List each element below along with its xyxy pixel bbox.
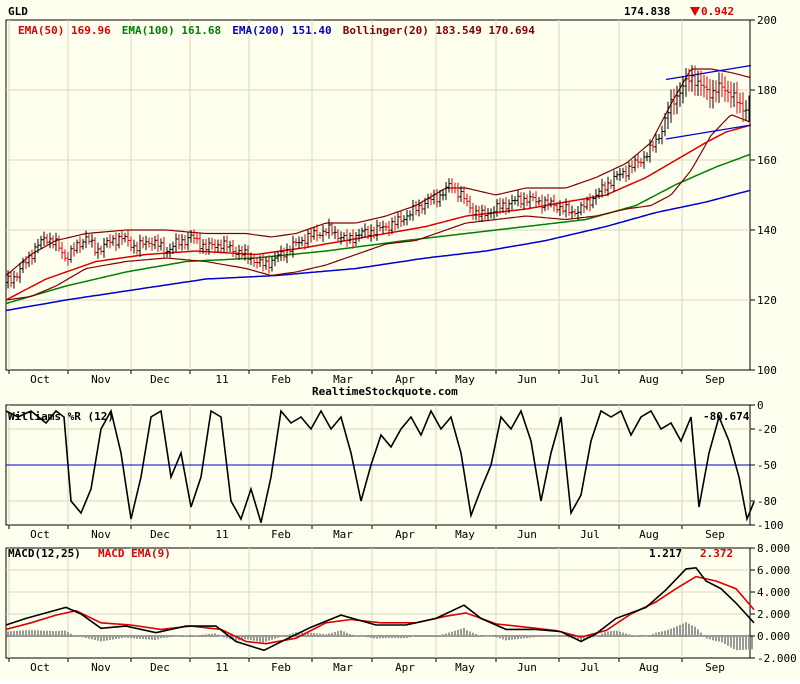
macd-signal-line [5,575,755,645]
williams-line [5,408,755,523]
macd-signal-title: MACD EMA(9) [98,547,171,560]
williams-x-tick-label: Jul [580,528,600,541]
price-y-tick-label: 200 [757,14,777,27]
price-x-tick-label: Dec [150,373,170,386]
macd-y-tick-label: 6.000 [757,564,790,577]
williams-x-tick-label: Sep [705,528,725,541]
macd-x-tick-label: Oct [30,661,50,674]
price-x-tick-label: Nov [91,373,111,386]
price-x-tick-label: Mar [333,373,353,386]
legend-item: Bollinger(20) 183.549 170.694 [343,24,535,37]
williams-x-tick-label: Nov [91,528,111,541]
williams-x-tick-label: Oct [30,528,50,541]
macd-x-tick-label: 11 [215,661,228,674]
symbol-label: GLD [8,5,28,18]
macd-x-tick-label: Sep [705,661,725,674]
price-x-tick-label: Apr [395,373,415,386]
price-x-tick-label: Jun [517,373,537,386]
macd-x-tick-label: May [455,661,475,674]
williams-x-tick-label: Dec [150,528,170,541]
price-x-tick-label: Feb [271,373,291,386]
williams-x-tick-label: May [455,528,475,541]
price-x-tick-label: Sep [705,373,725,386]
williams-x-tick-label: Feb [271,528,291,541]
axes-layer [8,19,755,662]
williams-x-tick-label: 11 [215,528,228,541]
macd-y-tick-label: 2.000 [757,608,790,621]
grid-layer [5,19,751,659]
price-y-tick-label: 100 [757,364,777,377]
macd-x-tick-label: Nov [91,661,111,674]
macd-y-tick-label: 4.000 [757,586,790,599]
legend-item: EMA(50) 169.96 [18,24,111,37]
price-y-tick-label: 160 [757,154,777,167]
price-x-tick-label: May [455,373,475,386]
macd-last-signal: 2.372 [700,547,733,560]
macd-y-tick-label: -2.000 [757,652,797,665]
price-x-tick-label: Aug [639,373,659,386]
down-arrow-icon [690,7,700,16]
legend-item: EMA(100) 161.68 [122,24,221,37]
williams-x-tick-label: Apr [395,528,415,541]
price-frame [5,19,751,371]
macd-frame [5,547,751,659]
macd-last-value: 1.217 [649,547,682,560]
ema100-line [5,153,751,305]
trendline-lower [665,124,752,140]
macd-x-tick-label: Dec [150,661,170,674]
price-x-tick-label: Jul [580,373,600,386]
williams-y-tick-label: -80 [757,495,777,508]
williams-title: Williams %R (12) [8,410,114,423]
williams-x-tick-label: Mar [333,528,353,541]
macd-title: MACD(12,25) [8,547,81,560]
bollinger-upper-line [5,68,751,276]
price-y-tick-label: 120 [757,294,777,307]
price-y-tick-label: 180 [757,84,777,97]
williams-last-value: -80.674 [703,410,750,423]
macd-x-tick-label: Feb [271,661,291,674]
macd-x-tick-label: Jun [517,661,537,674]
macd-x-tick-label: Mar [333,661,353,674]
last-price: 174.838 [624,5,670,18]
williams-x-tick-label: Aug [639,528,659,541]
price-x-tick-label: Oct [30,373,50,386]
williams-y-tick-label: -20 [757,423,777,436]
williams-x-tick-label: Jun [517,528,537,541]
ema200-line [5,189,751,312]
price-change: 0.942 [701,5,734,18]
legend-item: EMA(200) 151.40 [232,24,331,37]
macd-x-tick-label: Jul [580,661,600,674]
trendline-upper [665,64,752,81]
text-layer: GLD 174.838 0.942 RealtimeStockquote.com… [8,5,797,674]
bollinger-lower-line [5,114,751,301]
price-y-tick-label: 140 [757,224,777,237]
macd-y-tick-label: 8.000 [757,542,790,555]
williams-y-tick-label: -50 [757,459,777,472]
macd-y-tick-label: 0.000 [757,630,790,643]
watermark: RealtimeStockquote.com [312,385,458,398]
price-x-tick-label: 11 [215,373,228,386]
ema50-line [5,124,751,301]
williams-y-tick-label: -100 [757,519,784,532]
macd-x-tick-label: Aug [639,661,659,674]
macd-line [5,566,755,652]
data-layer [5,64,755,652]
williams-y-tick-label: 0 [757,399,764,412]
macd-x-tick-label: Apr [395,661,415,674]
